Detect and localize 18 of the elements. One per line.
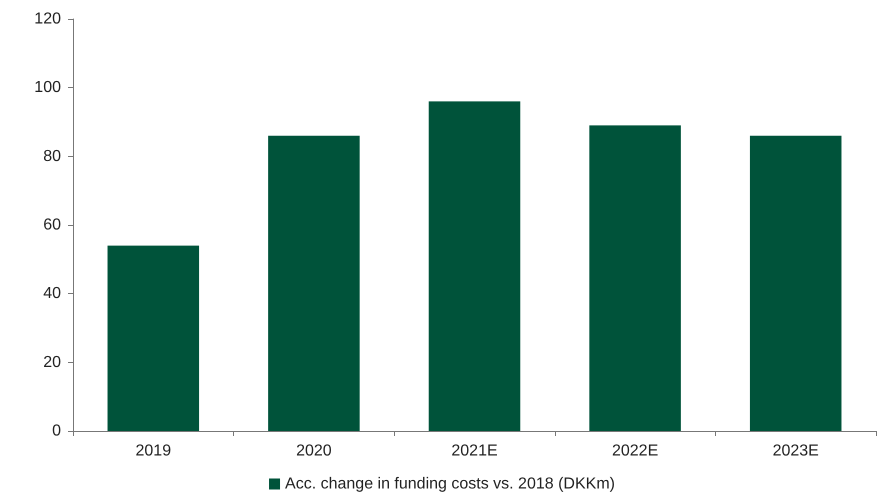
bar	[589, 125, 681, 431]
x-tick-label: 2019	[136, 442, 172, 460]
legend-label: Acc. change in funding costs vs. 2018 (DKKm)	[285, 476, 615, 492]
y-tick-label: 100	[34, 79, 62, 96]
bar	[428, 101, 520, 431]
bar	[750, 136, 842, 431]
x-tick-label: 2023E	[772, 442, 819, 460]
y-tick-label: 20	[43, 354, 62, 371]
bar	[108, 246, 200, 431]
y-tick-label: 60	[43, 216, 62, 234]
y-tick-label: 40	[43, 285, 62, 302]
x-tick-label: 2021E	[451, 442, 498, 460]
x-tick-label: 2022E	[612, 442, 658, 460]
y-tick-label: 120	[34, 10, 62, 28]
x-tick-label: 2020	[296, 442, 332, 460]
bar	[268, 136, 360, 431]
y-tick-label: 0	[52, 422, 62, 440]
y-tick-label: 80	[43, 148, 62, 165]
